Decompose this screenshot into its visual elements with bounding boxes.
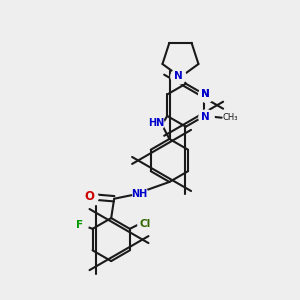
- Text: N: N: [174, 71, 182, 82]
- Text: HN: HN: [148, 118, 164, 128]
- Text: N: N: [201, 112, 210, 122]
- Text: N: N: [201, 89, 210, 99]
- Text: F: F: [76, 220, 83, 230]
- Text: CH₃: CH₃: [223, 113, 238, 122]
- Text: NH: NH: [131, 189, 148, 199]
- Text: Cl: Cl: [139, 219, 150, 229]
- Text: N: N: [201, 89, 210, 99]
- Text: O: O: [85, 190, 95, 203]
